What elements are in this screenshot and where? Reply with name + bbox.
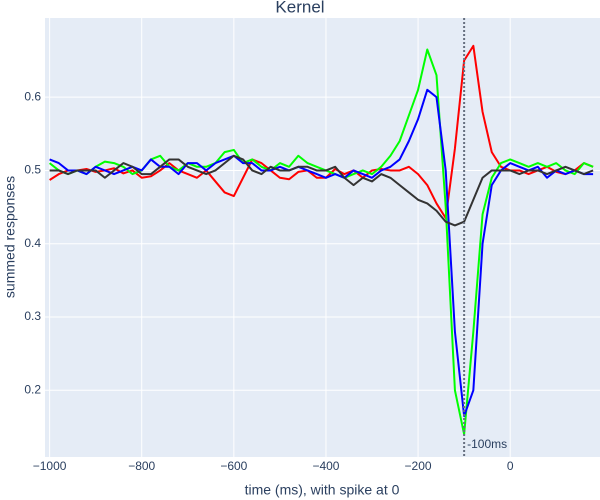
x-tick-label: −600 [220,459,247,473]
x-tick-label: 0 [507,459,514,473]
y-tick-label: 0.2 [24,382,41,396]
reference-label: -100ms [467,437,507,451]
x-tick-label: −1000 [33,459,67,473]
series-line [48,48,594,436]
chart-title: Kernel [275,0,324,16]
series-line [49,44,594,220]
y-tick-label: 0.6 [24,89,41,103]
series-line [49,154,594,227]
y-axis-title: summed responses [2,176,18,298]
y-tick-label: 0.4 [24,236,41,250]
plot-area [45,18,600,457]
x-axis-title: time (ms), with spike at 0 [245,482,400,498]
x-tick-label: −400 [312,459,339,473]
y-tick-label: 0.3 [24,309,41,323]
series-line [49,88,594,417]
x-tick-label: −200 [405,459,432,473]
y-tick-label: 0.5 [24,163,41,177]
x-tick-label: −800 [128,459,155,473]
